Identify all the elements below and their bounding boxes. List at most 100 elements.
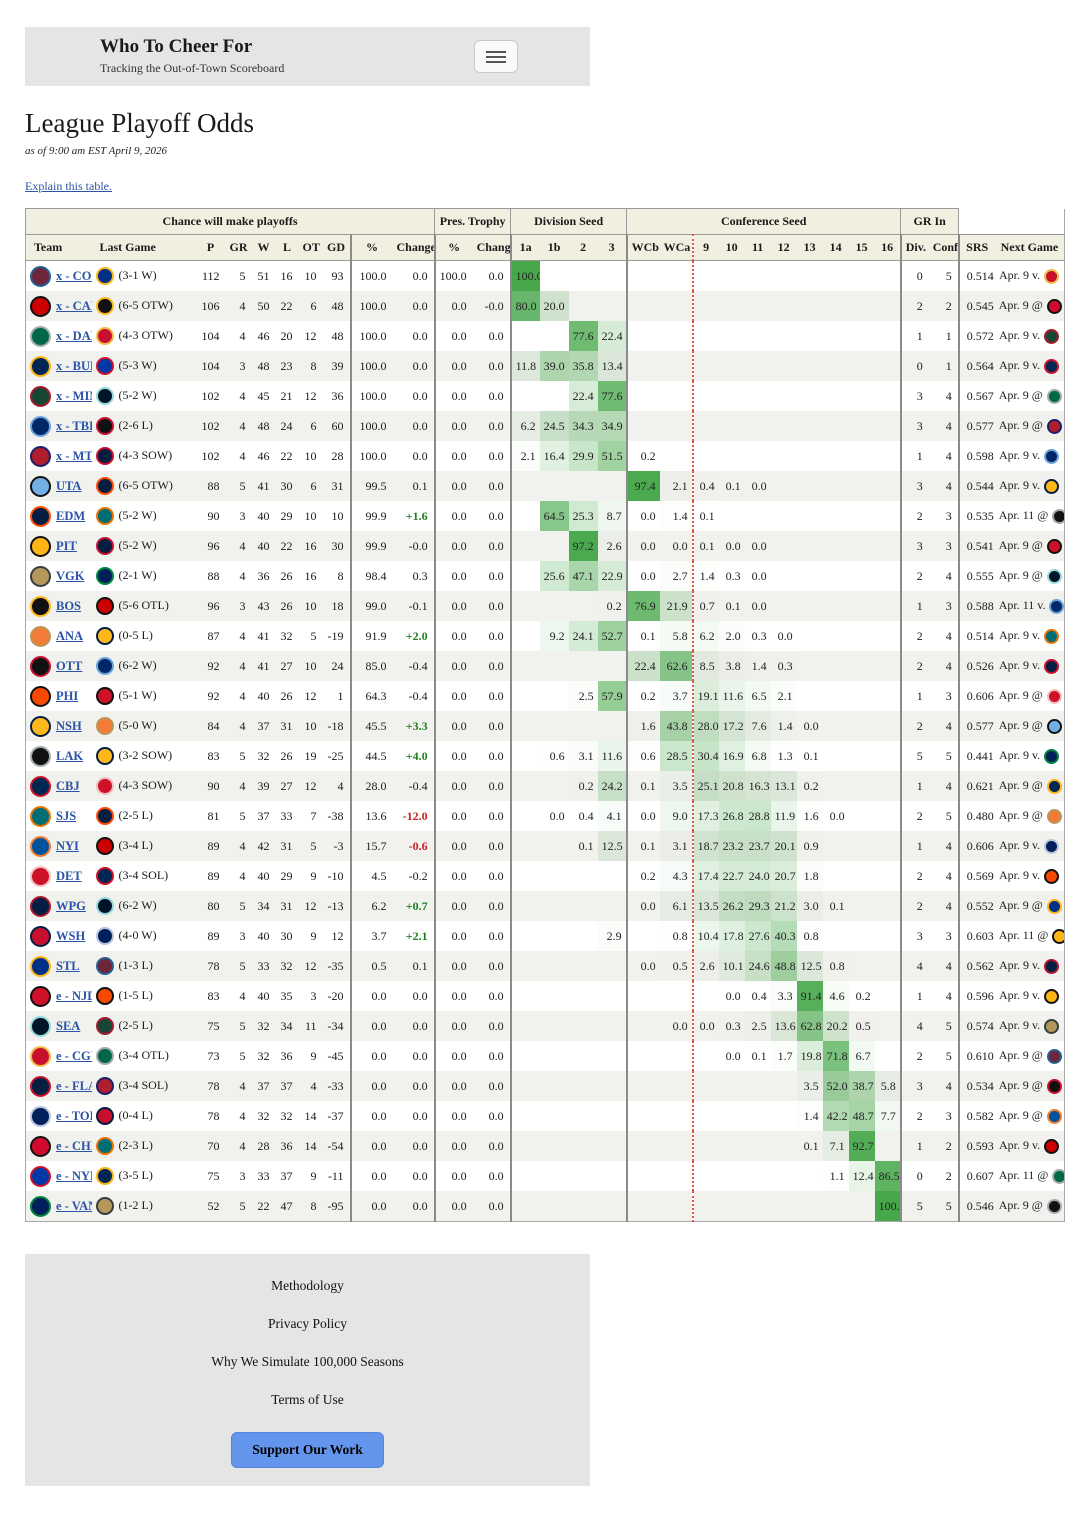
- next-game-date: Apr. 11 @: [998, 928, 1049, 943]
- team-link-cgy[interactable]: e - CGY: [56, 1048, 92, 1063]
- next-game-date: Apr. 9 @: [998, 1048, 1043, 1063]
- col-header-s1a: 1a: [509, 234, 540, 261]
- next-game-date: Apr. 9 v.: [998, 748, 1041, 763]
- footer-link-methodology[interactable]: Methodology: [271, 1278, 344, 1293]
- team-link-dal[interactable]: x - DAL: [56, 328, 92, 343]
- team-link-njd[interactable]: e - NJD: [56, 988, 92, 1003]
- team-link-wsh[interactable]: WSH: [56, 928, 86, 943]
- explain-table-link[interactable]: Explain this table.: [25, 179, 112, 193]
- team-link-sea[interactable]: SEA: [56, 1018, 81, 1033]
- team-link-lak[interactable]: LAK: [56, 748, 84, 763]
- team-link-stl[interactable]: STL: [56, 958, 80, 973]
- team-link-nsh[interactable]: NSH: [56, 718, 82, 733]
- van-logo-icon: [1044, 748, 1060, 764]
- last-game-result: (3-4 OTL): [118, 1047, 169, 1062]
- table-row-lak: LAK (3-2 SOW) 83 5 32 26 19 -25 44.5 +4.0 0.0 0.0 0.…: [26, 741, 1065, 771]
- last-game-result: (2-5 L): [118, 807, 153, 822]
- hamburger-menu-button[interactable]: [474, 40, 518, 73]
- support-our-work-button[interactable]: Support Our Work: [231, 1432, 384, 1468]
- team-link-ott[interactable]: OTT: [56, 658, 83, 673]
- next-game-date: Apr. 9 v.: [998, 478, 1041, 493]
- ana-logo-icon: [95, 717, 114, 735]
- sjs-logo-icon: [95, 507, 114, 525]
- next-game-date: Apr. 9 @: [998, 718, 1043, 733]
- team-link-col[interactable]: x - COL: [56, 268, 92, 283]
- team-link-phi[interactable]: PHI: [56, 688, 79, 703]
- team-link-edm[interactable]: EDM: [56, 508, 86, 523]
- last-game-result: (2-6 L): [118, 417, 153, 432]
- last-game-result: (2-3 L): [118, 1137, 153, 1152]
- team-link-van[interactable]: e - VAN: [56, 1198, 92, 1213]
- last-game-result: (1-2 L): [118, 1197, 153, 1212]
- group-header-gr-in: GR In: [900, 208, 960, 235]
- team-link-chi[interactable]: e - CHI: [56, 1138, 92, 1153]
- ana-logo-icon: [30, 625, 51, 647]
- team-link-mtl[interactable]: x - MTL: [56, 448, 92, 463]
- team-link-cbj[interactable]: CBJ: [56, 778, 80, 793]
- team-link-fla[interactable]: e - FLA: [56, 1078, 92, 1093]
- col-header-s2: 2: [568, 234, 598, 261]
- team-link-ana[interactable]: ANA: [56, 628, 84, 643]
- njd-logo-icon: [30, 985, 51, 1007]
- min-logo-icon: [95, 1017, 114, 1035]
- team-link-vgk[interactable]: VGK: [56, 568, 85, 583]
- cgy-logo-icon: [95, 327, 114, 345]
- next-game-date: Apr. 11 @: [998, 1168, 1049, 1183]
- dal-logo-icon: [95, 1047, 114, 1065]
- team-link-car[interactable]: x - CAR: [56, 298, 92, 313]
- lak-logo-icon: [1052, 508, 1065, 524]
- team-link-buf[interactable]: x - BUF: [56, 358, 92, 373]
- car-logo-icon: [1044, 1138, 1060, 1154]
- next-game-date: Apr. 9 @: [998, 1078, 1043, 1093]
- col-header-last: Last Game: [91, 234, 196, 261]
- col-header-c12: 12: [770, 234, 797, 261]
- tbl-logo-icon: [95, 657, 114, 675]
- team-link-wpg[interactable]: WPG: [56, 898, 86, 913]
- last-game-result: (4-0 W): [118, 927, 157, 942]
- buf-logo-icon: [1046, 778, 1062, 794]
- car-logo-icon: [30, 295, 51, 317]
- table-row-dal: x - DAL(4-3 OTW)104446201248100.00.00.00…: [26, 321, 1065, 351]
- team-link-bos[interactable]: BOS: [56, 598, 82, 613]
- team-link-nyi[interactable]: NYI: [56, 838, 79, 853]
- footer-link-privacy-policy[interactable]: Privacy Policy: [267, 1316, 348, 1331]
- fla-logo-icon: [95, 447, 114, 465]
- table-row-ana: ANA (0-5 L) 87 4 41 32 5 -19 91.9 +2.0 0.0 0.0 9.2 24…: [26, 621, 1065, 651]
- team-link-uta[interactable]: UTA: [56, 478, 82, 493]
- last-game-result: (4-3 OTW): [118, 327, 173, 342]
- col-logo-icon: [30, 265, 51, 287]
- phi-logo-icon: [30, 685, 51, 707]
- nyi-logo-icon: [1046, 1108, 1062, 1124]
- sea-logo-icon: [95, 387, 114, 405]
- col-logo-icon: [1046, 1048, 1062, 1064]
- buf-logo-icon: [95, 1167, 114, 1185]
- njd-logo-icon: [95, 687, 114, 705]
- table-row-cgy: e - CGY(3-4 OTL)73532369-450.00.00.00.00…: [26, 1041, 1065, 1071]
- team-link-nyr[interactable]: e - NYR: [56, 1168, 92, 1183]
- table-row-njd: e - NJD(1-5 L)83440353-200.00.00.00.00.0…: [26, 981, 1065, 1011]
- edm-logo-icon: [30, 505, 51, 527]
- next-game-date: Apr. 9 @: [998, 688, 1043, 703]
- team-link-det[interactable]: DET: [56, 868, 82, 883]
- team-link-tbl[interactable]: x - TBL: [56, 418, 92, 433]
- vgk-logo-icon: [1044, 1018, 1060, 1034]
- footer-link-terms-of-use[interactable]: Terms of Use: [271, 1392, 344, 1407]
- phi-logo-icon: [95, 987, 114, 1005]
- tor-logo-icon: [30, 1105, 51, 1127]
- bos-logo-icon: [95, 297, 114, 315]
- table-row-wpg: WPG (6-2 W) 80 5 34 31 12 -13 6.2 +0.7 0.0 0.0 0.0 6.…: [25, 891, 1065, 921]
- sjs-logo-icon: [1044, 628, 1060, 644]
- col-header-c15: 15: [848, 234, 875, 261]
- team-link-pit[interactable]: PIT: [56, 538, 77, 553]
- table-row-stl: STL (1-3 L) 78 5 33 32 12 -35 0.5 0.1 0.0 0.0 0.0 0.5…: [25, 951, 1065, 981]
- footer-link-why-we-simulate[interactable]: Why We Simulate 100,000 Seasons: [211, 1354, 404, 1369]
- team-link-sjs[interactable]: SJS: [56, 808, 77, 823]
- group-header-pres-trophy: Pres. Trophy: [434, 208, 512, 235]
- mtl-logo-icon: [30, 445, 51, 467]
- last-game-result: (5-3 W): [118, 357, 157, 372]
- team-link-min[interactable]: x - MIN: [56, 388, 92, 403]
- fla-logo-icon: [30, 1075, 51, 1097]
- last-game-result: (6-2 W): [118, 657, 157, 672]
- team-link-tor[interactable]: e - TOR: [56, 1108, 92, 1123]
